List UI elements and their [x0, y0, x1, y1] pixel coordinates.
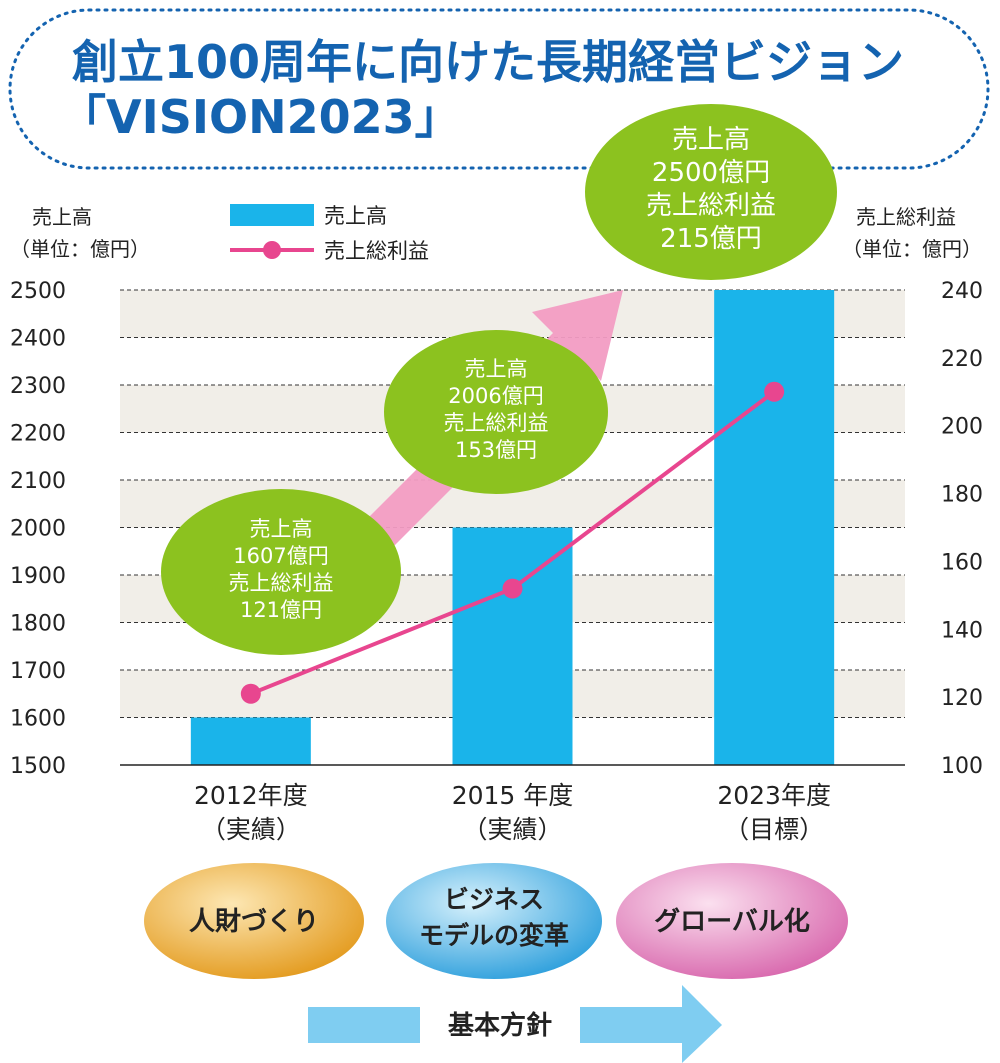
- annotation-2023-line1: 売上高: [672, 125, 750, 155]
- annotation-bubble-2023: 売上高 2500億円 売上総利益 215億円: [585, 104, 837, 280]
- right-axis-unit: （単位：億円）: [842, 237, 982, 261]
- legend-line-marker: [263, 241, 281, 259]
- policy-business-model: ビジネス モデルの変革: [386, 863, 602, 979]
- left-tick-label: 1500: [10, 754, 66, 779]
- right-tick-label: 100: [941, 754, 983, 779]
- left-axis: 1500 1600 1700 1800 1900 2000 2100 2200 2300 2400…: [10, 279, 66, 779]
- annotation-2015-line3: 売上総利益: [444, 411, 549, 435]
- left-tick-label: 2100: [10, 469, 66, 494]
- x-tick-label: 2015 年度: [452, 781, 574, 810]
- left-tick-label: 1900: [10, 564, 66, 589]
- annotation-2012-line4: 121億円: [240, 598, 322, 622]
- legend-line-label: 売上総利益: [324, 239, 429, 263]
- right-tick-label: 140: [941, 618, 983, 643]
- x-tick-sublabel: （実績）: [462, 815, 562, 844]
- line-point: [240, 683, 261, 704]
- left-tick-label: 1700: [10, 659, 66, 684]
- policy-hr: 人財づくり: [144, 863, 364, 979]
- x-tick-label: 2012年度: [194, 781, 308, 810]
- x-tick-sublabel: （目標）: [724, 815, 824, 844]
- annotation-2012-line1: 売上高: [250, 517, 313, 541]
- policy-business-model-line1: ビジネス: [444, 885, 544, 914]
- right-tick-label: 200: [941, 415, 983, 440]
- x-tick-sublabel: （実績）: [201, 815, 301, 844]
- annotation-2015-line4: 153億円: [455, 438, 537, 462]
- title-frame: [8, 8, 990, 170]
- line-series: [240, 381, 785, 704]
- policy-arrow: 基本方針: [308, 985, 722, 1063]
- left-tick-label: 2300: [10, 374, 66, 399]
- chart-title: 創立100周年に向けた長期経営ビジョン: [72, 35, 904, 89]
- chart-title-line2: 「VISION2023」: [60, 90, 461, 144]
- right-tick-label: 220: [941, 347, 983, 372]
- left-tick-label: 2200: [10, 422, 66, 447]
- annotation-2015-line2: 2006億円: [448, 384, 543, 408]
- legend-bar-label: 売上高: [324, 204, 387, 228]
- right-tick-label: 240: [941, 279, 983, 304]
- line-point: [764, 381, 785, 402]
- bar: [190, 717, 311, 765]
- annotation-bubble-2015: 売上高 2006億円 売上総利益 153億円: [384, 330, 608, 494]
- policy-global-label: グローバル化: [654, 907, 810, 937]
- annotation-2023-line3: 売上総利益: [646, 191, 776, 221]
- legend: 売上高 売上総利益: [230, 204, 429, 263]
- policy-arrow-label-box: [420, 1000, 580, 1050]
- left-tick-label: 2000: [10, 517, 66, 542]
- left-axis-unit: （単位：億円）: [10, 237, 150, 261]
- x-axis-labels: 2012年度 （実績） 2015 年度 （実績） 2023年度 （目標）: [194, 781, 831, 844]
- left-tick-label: 2400: [10, 327, 66, 352]
- left-tick-label: 2500: [10, 279, 66, 304]
- policy-business-model-line2: モデルの変革: [419, 921, 569, 950]
- annotation-2012-line3: 売上総利益: [229, 571, 334, 595]
- policy-global: グローバル化: [616, 863, 848, 979]
- legend-bar-swatch: [230, 204, 314, 226]
- right-tick-label: 120: [941, 686, 983, 711]
- right-axis-label: 売上総利益: [856, 205, 956, 229]
- line-point: [502, 578, 523, 599]
- annotation-2023-line2: 2500億円: [652, 158, 770, 188]
- policy-arrow-label: 基本方針: [448, 1010, 552, 1041]
- bar: [452, 527, 573, 765]
- right-tick-label: 180: [941, 483, 983, 508]
- x-tick-label: 2023年度: [717, 781, 831, 810]
- bar: [714, 290, 835, 765]
- annotation-bubble-2012: 売上高 1607億円 売上総利益 121億円: [161, 489, 401, 655]
- policy-hr-label: 人財づくり: [189, 907, 319, 937]
- right-tick-label: 160: [941, 550, 983, 575]
- left-tick-label: 1600: [10, 707, 66, 732]
- right-axis: 100 120 140 160 180 200 220 240: [941, 279, 983, 779]
- left-tick-label: 1800: [10, 612, 66, 637]
- annotation-2012-line2: 1607億円: [233, 544, 328, 568]
- annotation-2023-line4: 215億円: [660, 224, 762, 254]
- annotation-2015-line1: 売上高: [465, 357, 528, 381]
- left-axis-label: 売上高: [32, 205, 92, 229]
- bar-series: [190, 290, 835, 765]
